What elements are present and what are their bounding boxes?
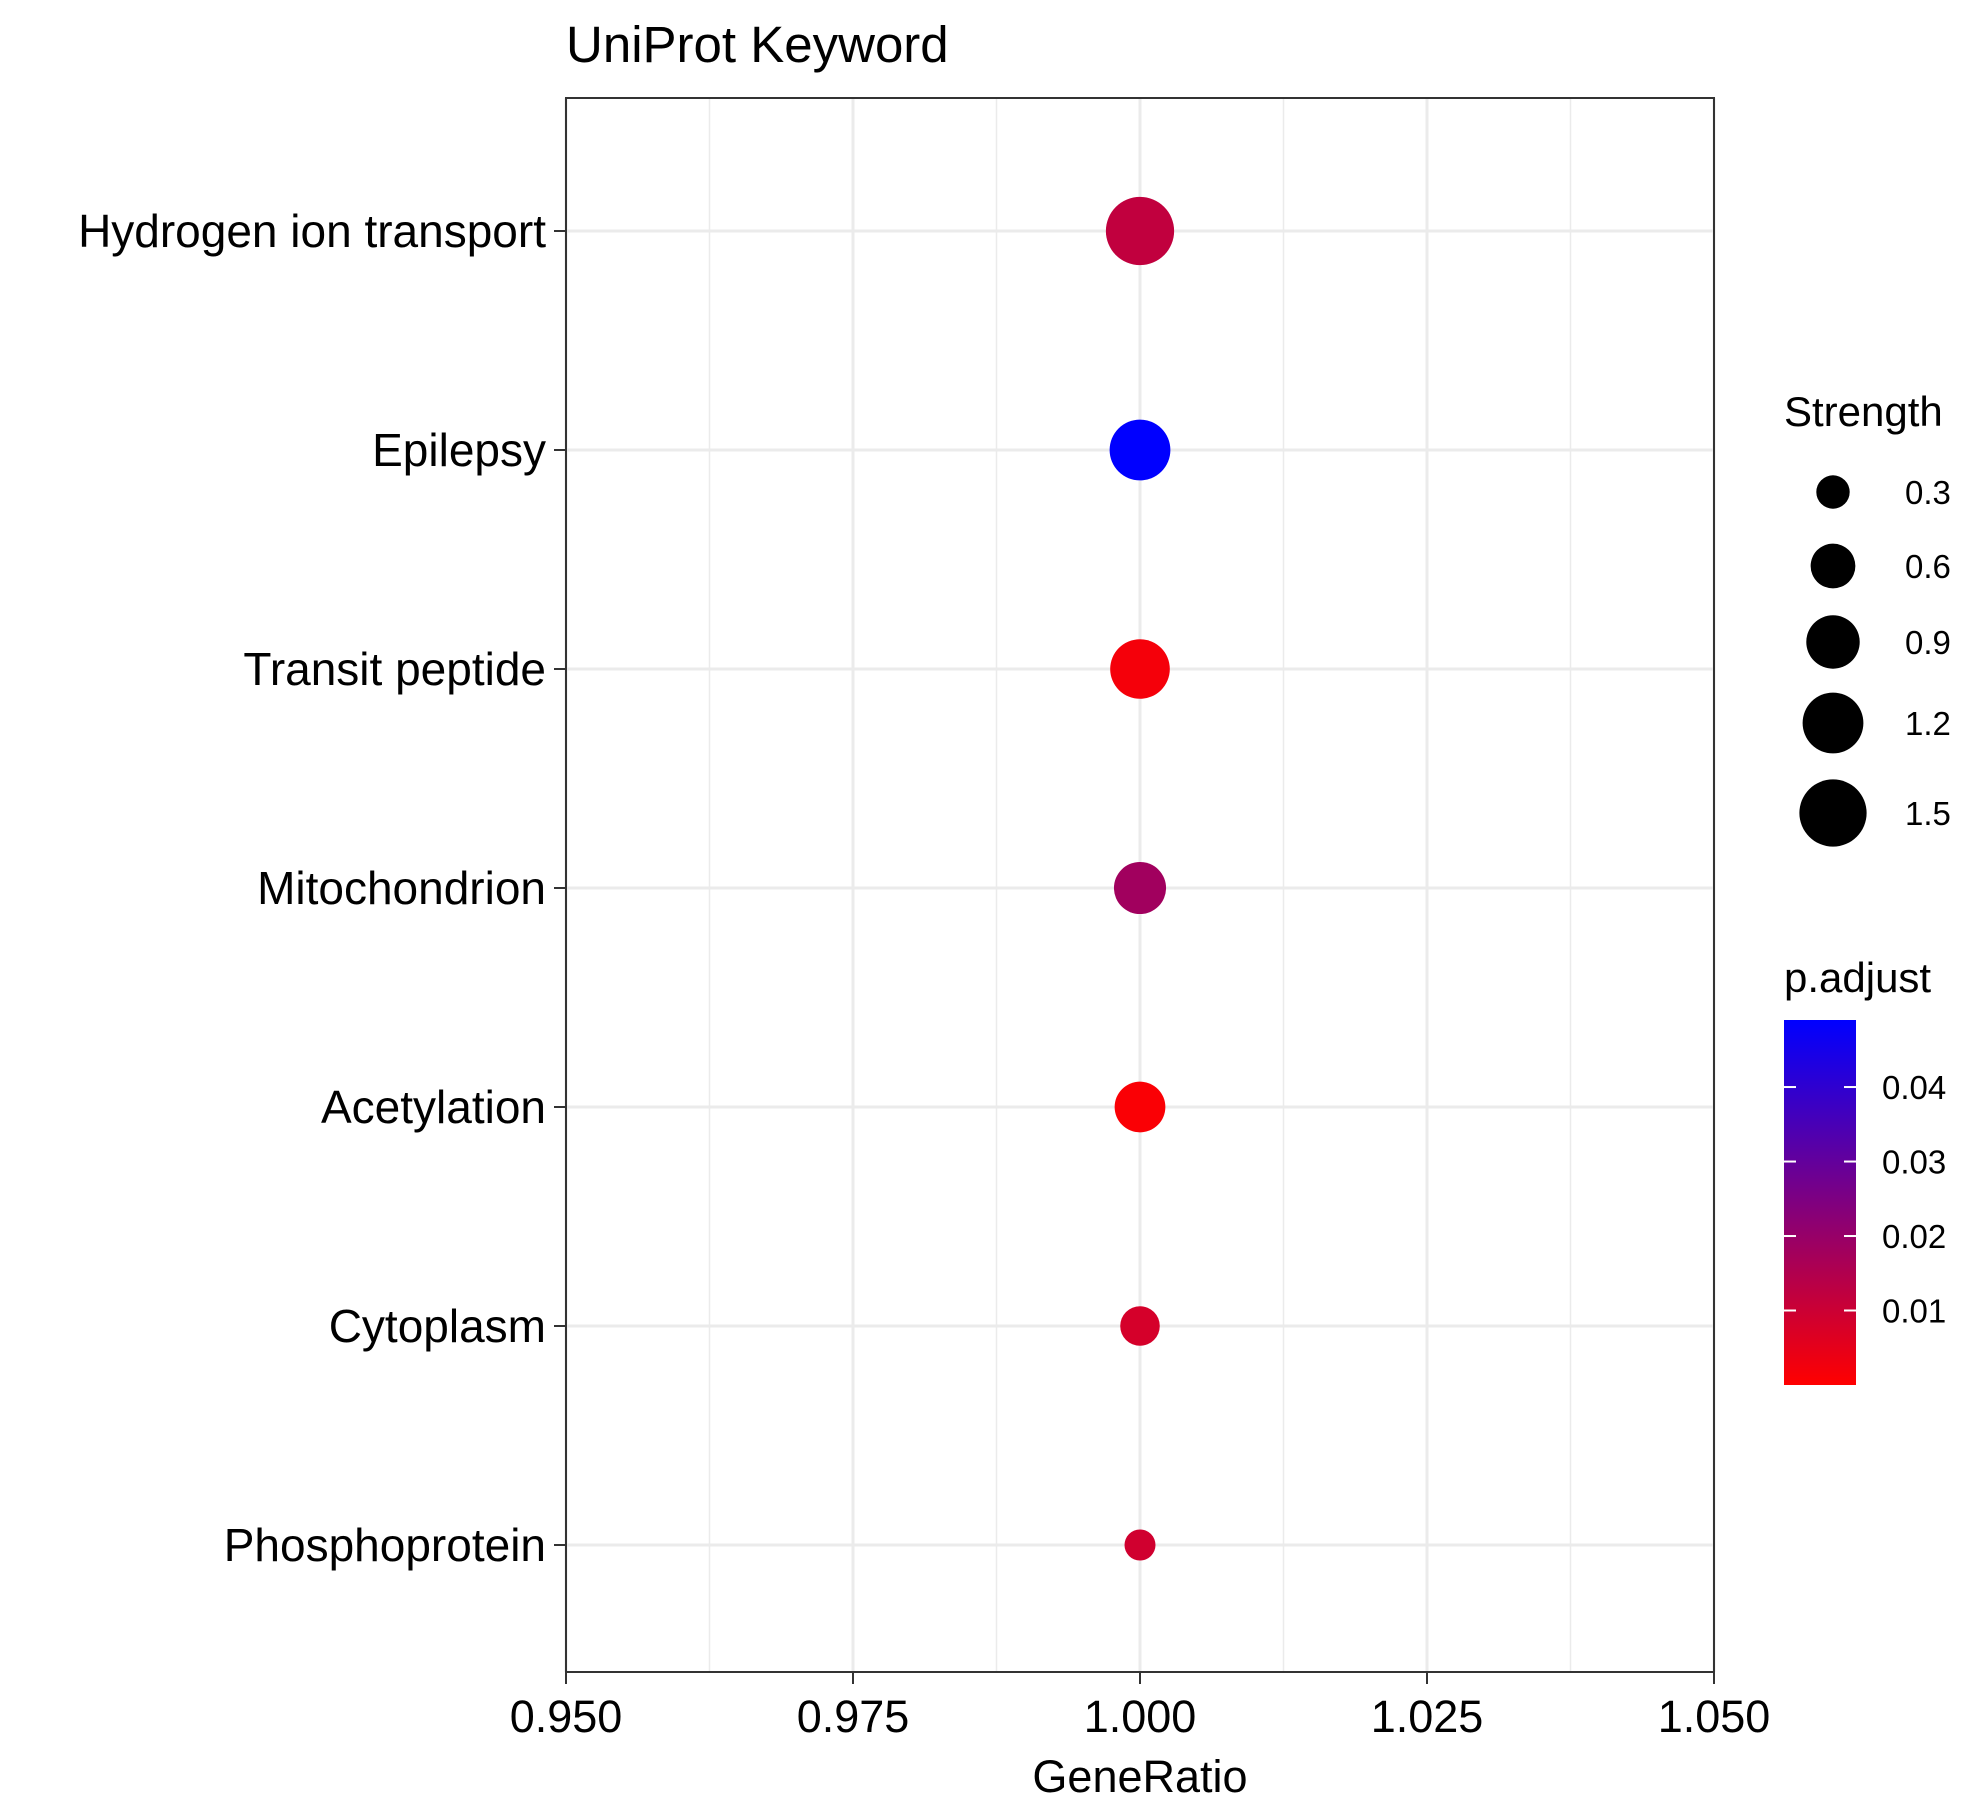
x-tick-label: 0.975 [797,1691,910,1742]
color-legend-label: 0.03 [1882,1144,1946,1181]
data-point [1109,419,1171,481]
y-axis: Hydrogen ion transport Epilepsy Transit pe… [78,205,566,1571]
color-legend-label: 0.01 [1882,1293,1946,1330]
data-point [1110,639,1170,699]
x-axis: 0.950 0.975 1.000 1.025 1.050 [510,1672,1771,1742]
x-axis-title: GeneRatio [1032,1751,1247,1800]
data-point [1114,1081,1166,1133]
size-legend-key [1799,779,1867,847]
size-legend-key [1806,615,1860,669]
x-tick-label: 1.000 [1084,1691,1197,1742]
y-tick-label: Transit peptide [243,643,546,695]
x-tick-label: 0.950 [510,1691,623,1742]
data-point [1105,196,1175,266]
data-point [1113,861,1167,915]
color-legend-title: p.adjust [1784,954,1931,1001]
size-legend-key [1816,475,1850,509]
y-tick-label: Mitochondrion [257,862,546,914]
size-legend-label: 0.3 [1905,474,1951,511]
x-tick-label: 1.050 [1658,1691,1771,1742]
y-tick-label: Phosphoprotein [224,1519,546,1571]
chart-title: UniProt Keyword [566,16,949,73]
y-tick-label: Acetylation [321,1081,546,1133]
size-legend-label: 0.6 [1905,548,1951,585]
y-tick-label: Hydrogen ion transport [78,205,546,257]
size-legend-label: 1.2 [1905,705,1951,742]
size-legend-label: 1.5 [1905,795,1951,832]
size-legend-title: Strength [1784,388,1943,435]
data-point [1120,1306,1160,1346]
size-legend-key [1802,692,1864,754]
color-legend-label: 0.04 [1882,1069,1946,1106]
color-legend-label: 0.02 [1882,1218,1946,1255]
x-tick-label: 1.025 [1371,1691,1484,1742]
size-legend-key [1810,543,1856,589]
size-legend: Strength 0.3 0.6 0.9 1.2 1.5 [1784,388,1951,847]
y-tick-label: Epilepsy [372,424,546,476]
data-points [1105,196,1175,1561]
color-legend: p.adjust 0.04 0.03 0.02 0.01 [1784,954,1946,1385]
color-bar [1784,1020,1856,1385]
data-point [1124,1529,1156,1561]
size-legend-label: 0.9 [1905,624,1951,661]
y-tick-label: Cytoplasm [329,1300,546,1352]
